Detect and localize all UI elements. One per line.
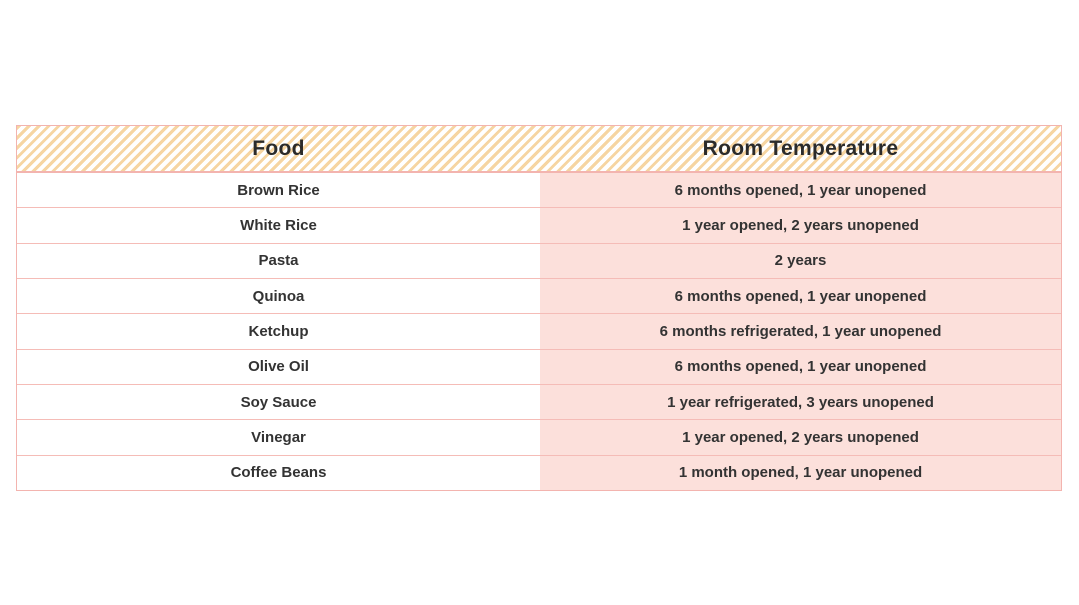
food-cell: Coffee Beans bbox=[17, 455, 540, 490]
table-body: Brown Rice 6 months opened, 1 year unope… bbox=[17, 173, 1061, 490]
table-row: Quinoa 6 months opened, 1 year unopened bbox=[17, 278, 1061, 315]
room-temp-cell: 1 month opened, 1 year unopened bbox=[540, 455, 1061, 490]
table-header-row: Food Room Temperature bbox=[17, 126, 1061, 173]
food-cell: Pasta bbox=[17, 243, 540, 278]
food-cell: Quinoa bbox=[17, 278, 540, 314]
food-cell: Brown Rice bbox=[17, 173, 540, 208]
food-cell: Soy Sauce bbox=[17, 384, 540, 420]
table-row: Soy Sauce 1 year refrigerated, 3 years u… bbox=[17, 384, 1061, 421]
room-temp-cell: 6 months opened, 1 year unopened bbox=[540, 278, 1061, 314]
food-shelf-life-table: Food Room Temperature Brown Rice 6 month… bbox=[16, 125, 1062, 491]
food-cell: Vinegar bbox=[17, 420, 540, 455]
table-row: Brown Rice 6 months opened, 1 year unope… bbox=[17, 173, 1061, 209]
table-row: Vinegar 1 year opened, 2 years unopened bbox=[17, 420, 1061, 456]
table-row: Ketchup 6 months refrigerated, 1 year un… bbox=[17, 314, 1061, 350]
room-temp-cell: 6 months opened, 1 year unopened bbox=[540, 349, 1061, 384]
room-temp-cell: 6 months opened, 1 year unopened bbox=[540, 173, 1061, 208]
room-temp-cell: 2 years bbox=[540, 243, 1061, 278]
room-temp-cell: 1 year refrigerated, 3 years unopened bbox=[540, 384, 1061, 420]
table-row: Olive Oil 6 months opened, 1 year unopen… bbox=[17, 349, 1061, 385]
header-label-food: Food bbox=[252, 136, 305, 160]
food-cell: Olive Oil bbox=[17, 349, 540, 384]
header-label-room-temperature: Room Temperature bbox=[702, 136, 899, 160]
room-temp-cell: 1 year opened, 2 years unopened bbox=[540, 208, 1061, 243]
room-temp-cell: 6 months refrigerated, 1 year unopened bbox=[540, 314, 1061, 349]
header-cell-food: Food bbox=[17, 126, 540, 171]
table-row: Coffee Beans 1 month opened, 1 year unop… bbox=[17, 455, 1061, 490]
table-row: White Rice 1 year opened, 2 years unopen… bbox=[17, 208, 1061, 244]
room-temp-cell: 1 year opened, 2 years unopened bbox=[540, 420, 1061, 455]
food-cell: White Rice bbox=[17, 208, 540, 243]
header-cell-room-temperature: Room Temperature bbox=[540, 126, 1061, 171]
table-row: Pasta 2 years bbox=[17, 243, 1061, 279]
food-cell: Ketchup bbox=[17, 314, 540, 349]
